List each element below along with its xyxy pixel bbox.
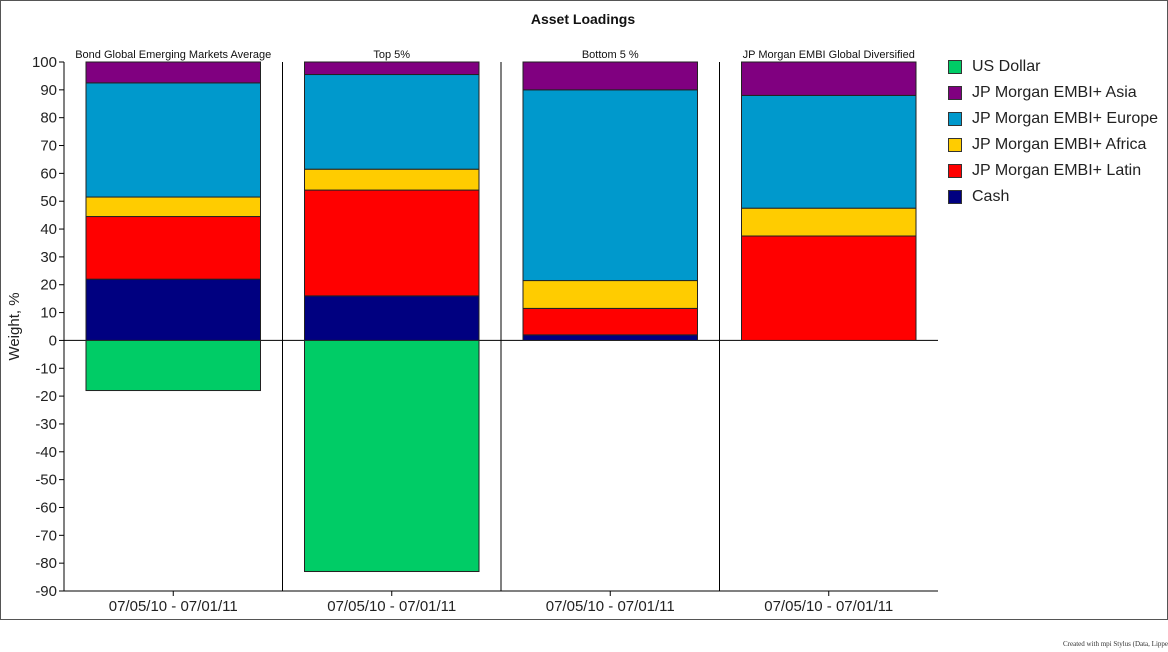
y-axis-label: Weight, % [6, 292, 23, 360]
bar-segment-jp-morgan-embi-asia [741, 61, 917, 96]
y-tick-label: -10 [35, 360, 57, 377]
bar-segment-jp-morgan-embi-asia [85, 61, 261, 84]
y-tick-label: -60 [35, 499, 57, 516]
legend-item: JP Morgan EMBI+ Europe [948, 106, 1158, 132]
legend-item: Cash [948, 184, 1158, 210]
panel-title: Bond Global Emerging Markets Average [75, 49, 271, 61]
bar-segment-jp-morgan-embi-europe [741, 94, 917, 209]
bar-segment-jp-morgan-embi-europe [304, 74, 480, 170]
legend-item: JP Morgan EMBI+ Asia [948, 80, 1158, 106]
bar-segment-jp-morgan-embi-asia [522, 61, 698, 91]
footer-credit: Created with mpi Stylus (Data, Lippe [1063, 640, 1168, 648]
y-tick-label: 70 [40, 138, 57, 155]
legend-swatch [948, 190, 962, 204]
legend-swatch [948, 164, 962, 178]
legend-label: Cash [972, 188, 1010, 205]
bar-segment-jp-morgan-embi-africa [304, 168, 480, 191]
y-tick-label: 50 [40, 193, 57, 210]
legend-item: JP Morgan EMBI+ Latin [948, 158, 1158, 184]
legend-label: JP Morgan EMBI+ Europe [972, 110, 1159, 127]
chart-title: Asset Loadings [531, 11, 635, 27]
y-tick-label: -70 [35, 527, 57, 544]
bar-segment-jp-morgan-embi-africa [522, 280, 698, 309]
y-tick-label: 0 [49, 332, 57, 349]
y-tick-label: 40 [40, 221, 57, 238]
bar-segment-jp-morgan-embi-africa [741, 207, 917, 237]
y-tick-label: -40 [35, 444, 57, 461]
bar-segment-jp-morgan-embi-latin [304, 189, 480, 297]
y-tick-label: -20 [35, 388, 57, 405]
bar-segment-us-dollar [304, 339, 480, 573]
x-tick-label: 07/05/10 - 07/01/11 [327, 598, 456, 615]
x-tick-label: 07/05/10 - 07/01/11 [764, 598, 893, 615]
legend-swatch [948, 112, 962, 126]
y-tick-label: 20 [40, 277, 57, 294]
panel-title: Top 5% [373, 49, 410, 61]
bar-segment-jp-morgan-embi-latin [85, 216, 261, 280]
bar-segment-jp-morgan-embi-europe [522, 89, 698, 282]
legend-swatch [948, 138, 962, 152]
legend-label: US Dollar [972, 58, 1041, 75]
legend-label: JP Morgan EMBI+ Asia [972, 84, 1137, 101]
bar-segment-cash [522, 334, 698, 341]
legend: US Dollar JP Morgan EMBI+ Asia JP Morgan E… [948, 54, 1158, 210]
legend-item: US Dollar [948, 54, 1158, 80]
legend-swatch [948, 86, 962, 100]
x-tick-label: 07/05/10 - 07/01/11 [109, 598, 238, 615]
bar-segment-jp-morgan-embi-asia [304, 61, 480, 76]
bar-segment-jp-morgan-embi-africa [85, 196, 261, 218]
bar-segment-cash [85, 278, 261, 341]
panel-title: JP Morgan EMBI Global Diversified [743, 49, 915, 61]
y-tick-label: -30 [35, 416, 57, 433]
bar-segment-cash [304, 295, 480, 341]
y-tick-label: 60 [40, 165, 57, 182]
y-tick-label: 90 [40, 82, 57, 99]
bar-segment-jp-morgan-embi-europe [85, 82, 261, 198]
y-tick-label: -90 [35, 583, 57, 600]
panel-title: Bottom 5 % [582, 49, 639, 61]
y-tick-label: 10 [40, 305, 57, 322]
y-tick-label: 30 [40, 249, 57, 266]
x-tick-label: 07/05/10 - 07/01/11 [546, 598, 675, 615]
legend-item: JP Morgan EMBI+ Africa [948, 132, 1158, 158]
y-tick-label: -50 [35, 472, 57, 489]
bar-segment-us-dollar [85, 339, 261, 392]
legend-label: JP Morgan EMBI+ Latin [972, 162, 1142, 179]
bar-segment-jp-morgan-embi-latin [741, 235, 917, 341]
legend-label: JP Morgan EMBI+ Africa [972, 136, 1147, 153]
legend-swatch [948, 60, 962, 74]
y-tick-label: 80 [40, 110, 57, 127]
bar-segment-jp-morgan-embi-latin [522, 307, 698, 336]
y-tick-label: 100 [32, 54, 57, 71]
y-tick-label: -80 [35, 555, 57, 572]
